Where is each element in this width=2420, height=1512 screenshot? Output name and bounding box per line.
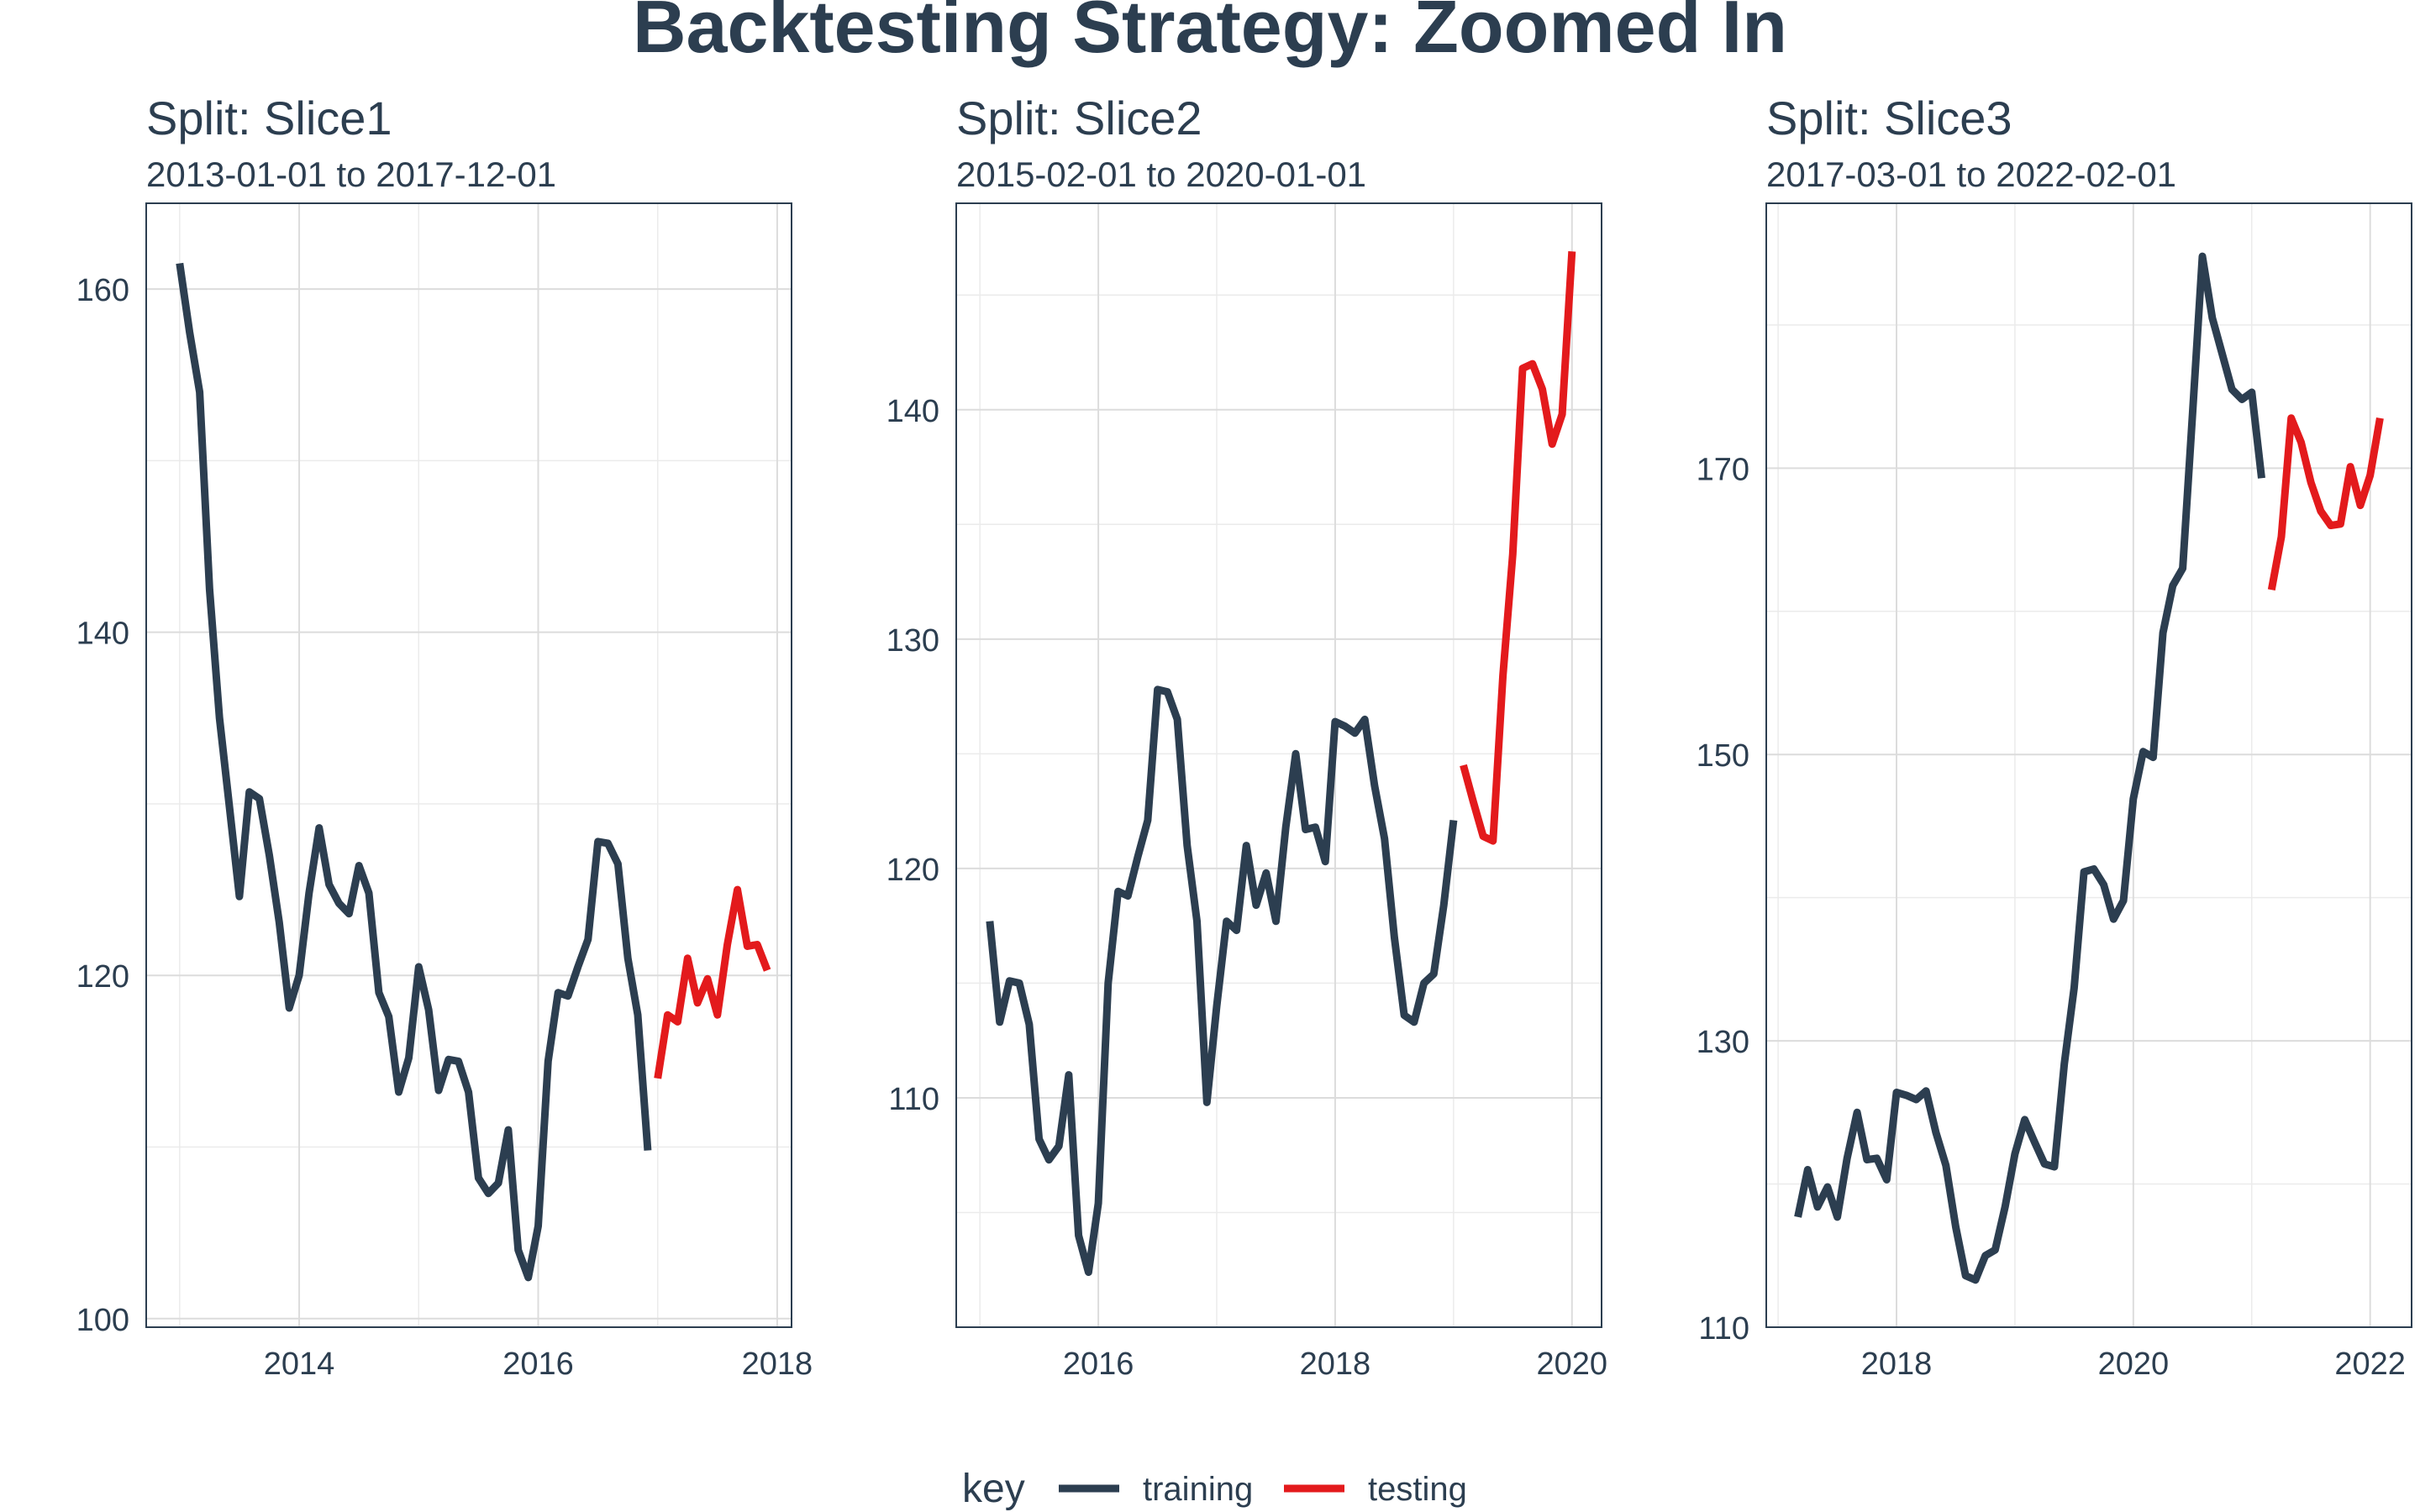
- y-tick-label: 120: [886, 853, 939, 888]
- legend-label-training: training: [1143, 1471, 1253, 1508]
- y-tick-label: 170: [1697, 452, 1749, 487]
- panel-3: Split: Slice3 2017-03-01 to 2022-02-01 110…: [1697, 92, 2412, 1382]
- y-tick-label: 110: [1698, 1311, 1749, 1347]
- x-tick-label: 2020: [1536, 1347, 1607, 1382]
- panel-border: [145, 202, 792, 1328]
- x-tick-label: 2018: [742, 1347, 813, 1382]
- series-line-testing: [2267, 414, 2384, 591]
- panel-title: Split: Slice2: [956, 92, 1202, 144]
- chart-title: Backtesting Strategy: Zoomed In: [632, 0, 1787, 68]
- y-tick-label: 120: [76, 959, 129, 995]
- series-line-training: [176, 262, 652, 1282]
- y-tick-label: 130: [1697, 1025, 1749, 1060]
- x-tick-label: 2022: [2334, 1347, 2406, 1382]
- x-tick-label: 2018: [1861, 1347, 1933, 1382]
- x-tick-label: 2016: [502, 1347, 574, 1382]
- x-tick-label: 2014: [264, 1347, 335, 1382]
- panel-1: Split: Slice1 2013-01-01 to 2017-12-01 100…: [76, 92, 813, 1382]
- panel-title: Split: Slice1: [146, 92, 392, 144]
- y-tick-label: 140: [886, 394, 939, 429]
- x-tick-label: 2020: [2098, 1347, 2170, 1382]
- legend-title: key: [962, 1467, 1025, 1511]
- panel-2: Split: Slice2 2015-02-01 to 2020-01-01 110…: [886, 92, 1607, 1382]
- panel-title: Split: Slice3: [1766, 92, 2012, 144]
- legend: key training testing: [962, 1467, 1467, 1511]
- y-tick-label: 100: [76, 1303, 129, 1338]
- y-tick-label: 140: [76, 617, 129, 652]
- series-line-testing: [654, 885, 771, 1079]
- legend-label-testing: testing: [1368, 1471, 1467, 1508]
- x-tick-label: 2018: [1300, 1347, 1371, 1382]
- series-line-training: [1794, 252, 2265, 1284]
- panel-subtitle: 2015-02-01 to 2020-01-01: [956, 155, 1366, 194]
- panel-border: [1765, 202, 2412, 1328]
- y-tick-label: 150: [1697, 738, 1749, 774]
- series-line-training: [986, 685, 1458, 1276]
- y-tick-label: 110: [888, 1082, 939, 1117]
- panel-subtitle: 2013-01-01 to 2017-12-01: [146, 155, 556, 194]
- series-line-testing: [1460, 251, 1576, 845]
- panel-subtitle: 2017-03-01 to 2022-02-01: [1766, 155, 2176, 194]
- x-tick-label: 2016: [1063, 1347, 1134, 1382]
- panel-border: [955, 202, 1602, 1328]
- y-tick-label: 160: [76, 273, 129, 308]
- y-tick-label: 130: [886, 623, 939, 659]
